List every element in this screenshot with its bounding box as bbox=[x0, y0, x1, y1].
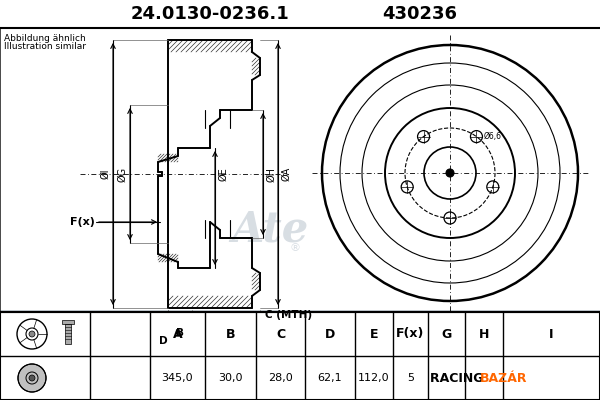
Text: 345,0: 345,0 bbox=[161, 373, 193, 383]
Text: ®: ® bbox=[290, 243, 301, 253]
Text: 112,0: 112,0 bbox=[358, 373, 390, 383]
Text: 62,1: 62,1 bbox=[317, 373, 343, 383]
Text: B: B bbox=[226, 328, 235, 340]
Text: G: G bbox=[442, 328, 452, 340]
Circle shape bbox=[29, 331, 35, 337]
Text: 28,0: 28,0 bbox=[268, 373, 293, 383]
Bar bbox=[0, 312, 600, 400]
Text: D: D bbox=[325, 328, 335, 340]
Text: 30,0: 30,0 bbox=[218, 373, 243, 383]
Bar bbox=[0, 0, 600, 28]
Text: Illustration similar: Illustration similar bbox=[4, 42, 86, 51]
Text: I: I bbox=[549, 328, 554, 340]
Text: F(x): F(x) bbox=[397, 328, 425, 340]
Text: ØI: ØI bbox=[100, 169, 110, 179]
Text: 24.0130-0236.1: 24.0130-0236.1 bbox=[131, 5, 289, 23]
Text: A: A bbox=[173, 328, 182, 340]
Bar bbox=[0, 28, 600, 312]
Bar bbox=[0, 28, 600, 310]
Text: Ate: Ate bbox=[232, 209, 308, 251]
Text: ØH: ØH bbox=[266, 166, 276, 182]
Text: 430236: 430236 bbox=[383, 5, 458, 23]
Bar bbox=[0, 312, 600, 400]
Text: ØG: ØG bbox=[117, 166, 127, 182]
Text: 5: 5 bbox=[407, 373, 414, 383]
Text: Abbildung ähnlich: Abbildung ähnlich bbox=[4, 34, 86, 43]
Text: E: E bbox=[370, 328, 378, 340]
Circle shape bbox=[18, 364, 46, 392]
Text: H: H bbox=[479, 328, 489, 340]
Bar bbox=[62, 320, 74, 324]
Text: C: C bbox=[276, 328, 285, 340]
Circle shape bbox=[29, 375, 35, 381]
Text: D: D bbox=[158, 336, 167, 346]
Text: RACING: RACING bbox=[430, 372, 488, 384]
Text: BAZÁR: BAZÁR bbox=[480, 372, 527, 384]
Text: ØE: ØE bbox=[218, 167, 228, 181]
Bar bbox=[65, 322, 71, 344]
Text: B: B bbox=[176, 328, 184, 338]
Text: ØA: ØA bbox=[281, 167, 291, 181]
Circle shape bbox=[446, 169, 454, 177]
Text: Ø6,6: Ø6,6 bbox=[484, 132, 502, 141]
Text: F(x): F(x) bbox=[70, 217, 95, 227]
Text: C (MTH): C (MTH) bbox=[265, 310, 312, 320]
